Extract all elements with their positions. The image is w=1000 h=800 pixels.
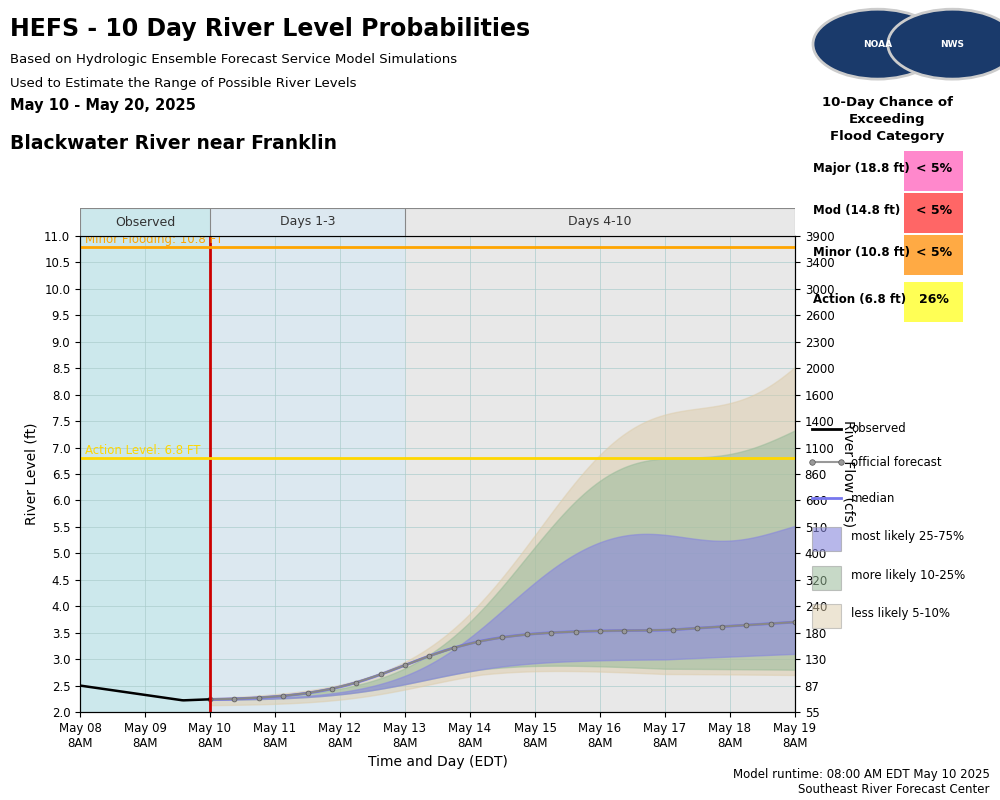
Y-axis label: River Flow (cfs): River Flow (cfs) — [841, 421, 855, 527]
Circle shape — [813, 9, 942, 79]
FancyBboxPatch shape — [812, 527, 841, 551]
FancyBboxPatch shape — [904, 151, 963, 190]
Text: Major (18.8 ft): Major (18.8 ft) — [813, 162, 910, 175]
Text: Model runtime: 08:00 AM EDT May 10 2025
Southeast River Forecast Center: Model runtime: 08:00 AM EDT May 10 2025 … — [733, 768, 990, 796]
FancyBboxPatch shape — [812, 604, 841, 628]
Text: Action (6.8 ft): Action (6.8 ft) — [813, 294, 906, 306]
Text: 26%: 26% — [919, 294, 949, 306]
FancyBboxPatch shape — [904, 282, 963, 322]
Text: median: median — [851, 492, 896, 505]
FancyBboxPatch shape — [812, 566, 841, 590]
Text: Minor Flooding: 10.8 FT: Minor Flooding: 10.8 FT — [85, 234, 224, 246]
Text: observed: observed — [851, 422, 906, 435]
Text: Blackwater River near Franklin: Blackwater River near Franklin — [10, 134, 337, 153]
Text: most likely 25-75%: most likely 25-75% — [851, 530, 964, 543]
Text: HEFS - 10 Day River Level Probabilities: HEFS - 10 Day River Level Probabilities — [10, 17, 530, 41]
Bar — [405, 236, 795, 712]
Text: May 10 - May 20, 2025: May 10 - May 20, 2025 — [10, 98, 196, 113]
Bar — [80, 208, 210, 236]
Text: NOAA: NOAA — [863, 40, 892, 49]
Bar — [405, 208, 795, 236]
Text: Observed: Observed — [115, 215, 175, 229]
Text: NWS: NWS — [940, 40, 964, 49]
Text: Mod (14.8 ft): Mod (14.8 ft) — [813, 204, 900, 217]
FancyBboxPatch shape — [904, 235, 963, 275]
Text: < 5%: < 5% — [916, 204, 952, 217]
Text: Minor (10.8 ft): Minor (10.8 ft) — [813, 246, 910, 259]
Text: < 5%: < 5% — [916, 162, 952, 175]
Text: official forecast: official forecast — [851, 456, 942, 469]
Text: less likely 5-10%: less likely 5-10% — [851, 607, 950, 620]
Text: Action Level: 6.8 FT: Action Level: 6.8 FT — [85, 444, 201, 457]
Text: Based on Hydrologic Ensemble Forecast Service Model Simulations: Based on Hydrologic Ensemble Forecast Se… — [10, 54, 457, 66]
Text: < 5%: < 5% — [916, 246, 952, 259]
Text: Used to Estimate the Range of Possible River Levels: Used to Estimate the Range of Possible R… — [10, 78, 356, 90]
Text: 10-Day Chance of
Exceeding
Flood Category: 10-Day Chance of Exceeding Flood Categor… — [822, 96, 953, 143]
Bar — [210, 236, 405, 712]
Text: Days 4-10: Days 4-10 — [568, 215, 632, 229]
X-axis label: Time and Day (EDT): Time and Day (EDT) — [368, 755, 507, 770]
Bar — [80, 236, 210, 712]
Circle shape — [888, 9, 1000, 79]
Text: Days 1-3: Days 1-3 — [280, 215, 335, 229]
Bar — [210, 208, 405, 236]
Y-axis label: River Level (ft): River Level (ft) — [25, 422, 39, 526]
FancyBboxPatch shape — [904, 193, 963, 233]
Text: more likely 10-25%: more likely 10-25% — [851, 569, 965, 582]
